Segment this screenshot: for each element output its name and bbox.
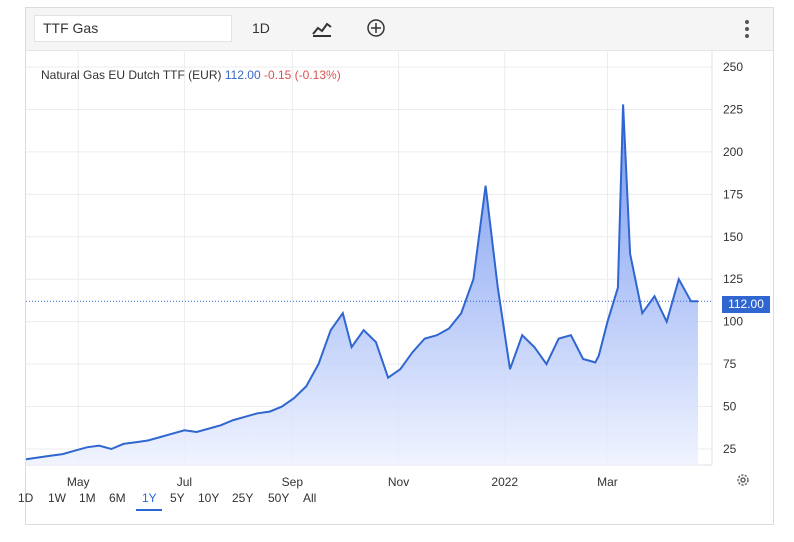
y-tick-label: 25 <box>723 442 737 456</box>
y-tick-label: 125 <box>723 272 743 286</box>
chart-widget: TTF Gas 1D 25 50 75 100 125 150 175 200 225 250 <box>25 7 774 525</box>
line-chart-icon[interactable] <box>312 19 332 37</box>
range-button-1d[interactable]: 1D <box>18 491 34 505</box>
series-legend: Natural Gas EU Dutch TTF (EUR) 112.00 -0… <box>41 68 341 82</box>
series-price: 112.00 <box>224 68 261 82</box>
range-button-all[interactable]: All <box>303 491 317 505</box>
y-tick-label: 175 <box>723 187 743 201</box>
symbol-search-box[interactable]: TTF Gas <box>34 15 232 42</box>
series-change: -0.15 (-0.13%) <box>263 68 341 82</box>
last-price-tag: 112.00 <box>722 296 770 313</box>
y-tick-label: 250 <box>723 60 743 74</box>
range-button-25y[interactable]: 25Y <box>232 491 254 505</box>
vertical-dots-icon[interactable] <box>743 18 751 40</box>
range-button-1m[interactable]: 1M <box>79 491 96 505</box>
range-button-1y[interactable]: 1Y <box>142 491 157 505</box>
y-tick-label: 225 <box>723 102 743 116</box>
plus-circle-icon[interactable] <box>366 18 386 38</box>
series-area <box>26 104 698 466</box>
interval-button[interactable]: 1D <box>252 20 270 36</box>
chart-toolbar: TTF Gas 1D <box>26 8 773 51</box>
series-line <box>26 104 698 461</box>
x-tick-label: Jul <box>177 475 192 489</box>
x-tick-label: May <box>67 475 90 489</box>
range-button-50y[interactable]: 50Y <box>268 491 290 505</box>
y-tick-label: 100 <box>723 315 743 329</box>
range-button-6m[interactable]: 6M <box>109 491 126 505</box>
range-button-5y[interactable]: 5Y <box>170 491 185 505</box>
active-range-indicator <box>136 509 162 511</box>
x-tick-label: Mar <box>597 475 618 489</box>
range-button-10y[interactable]: 10Y <box>198 491 220 505</box>
range-button-1w[interactable]: 1W <box>48 491 66 505</box>
x-tick-label: Nov <box>388 475 409 489</box>
y-tick-label: 75 <box>723 357 737 371</box>
x-tick-label: 2022 <box>491 475 518 489</box>
y-tick-label: 150 <box>723 230 743 244</box>
x-tick-label: Sep <box>282 475 304 489</box>
y-tick-label: 200 <box>723 145 743 159</box>
series-name: Natural Gas EU Dutch TTF (EUR) <box>41 68 222 82</box>
chart-plot[interactable]: 25 50 75 100 125 150 175 200 225 250 May Jul Sep Nov… <box>26 8 773 524</box>
gear-icon[interactable] <box>735 472 751 488</box>
symbol-input[interactable]: TTF Gas <box>43 20 99 36</box>
y-tick-label: 50 <box>723 400 737 414</box>
